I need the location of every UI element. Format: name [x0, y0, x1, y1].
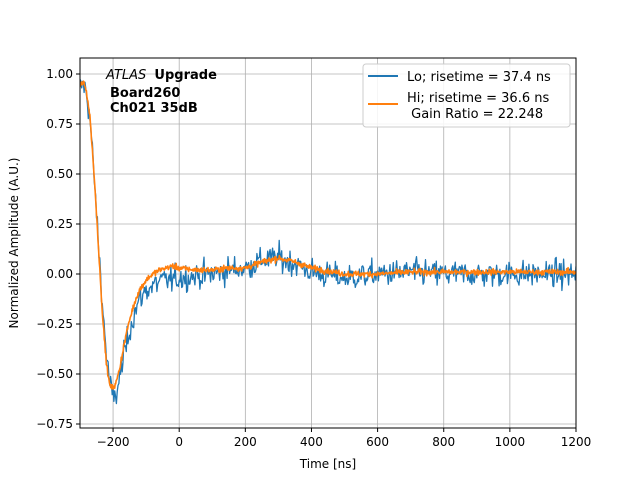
x-tick-label: 1000	[495, 435, 526, 449]
x-tick-label: 0	[175, 435, 183, 449]
y-tick-label: −0.25	[36, 317, 73, 331]
ticks: −200 0 200 400 600 800 1000 1200 −0.75 −0.50 −0.25…	[36, 67, 591, 449]
annotation-board: Board260	[110, 86, 180, 101]
y-tick-label: 0.00	[46, 267, 73, 281]
annotation-channel: Ch021 35dB	[110, 101, 198, 116]
x-axis-label: Time [ns]	[299, 457, 356, 471]
y-tick-label: −0.50	[36, 367, 73, 381]
atlas-annotation: ATLAS Upgrade Board260 Ch021 35dB	[105, 68, 217, 116]
y-tick-label: −0.75	[36, 417, 73, 431]
y-tick-label: 0.25	[46, 217, 73, 231]
y-tick-label: 0.75	[46, 117, 73, 131]
x-tick-label: −200	[97, 435, 130, 449]
legend-label-hi: Hi; risetime = 36.6 ns Gain Ratio = 22.2…	[407, 91, 549, 122]
plot-frame	[79, 57, 577, 429]
legend-label-lo: Lo; risetime = 37.4 ns	[407, 70, 551, 85]
y-tick-label: 0.50	[46, 167, 73, 181]
annotation-atlas: ATLAS	[105, 68, 146, 83]
x-tick-label: 1200	[561, 435, 592, 449]
x-tick-label: 200	[234, 435, 257, 449]
annotation-line-1: ATLAS Upgrade	[105, 68, 217, 83]
x-tick-label: 800	[432, 435, 455, 449]
y-axis-label: Normalized Amplitude (A.U.)	[7, 158, 21, 329]
annotation-upgrade: Upgrade	[154, 68, 217, 83]
legend: Lo; risetime = 37.4 ns Hi; risetime = 36…	[362, 63, 571, 128]
series-layer	[80, 79, 576, 405]
x-tick-label: 400	[300, 435, 323, 449]
legend-label-hi-line: Hi; risetime = 36.6 ns	[407, 91, 549, 106]
legend-box	[362, 63, 571, 128]
legend-label-hi-line: Gain Ratio = 22.248	[407, 107, 543, 122]
y-tick-label: 1.00	[46, 67, 73, 81]
series-line-hi	[80, 80, 576, 390]
x-tick-label: 600	[366, 435, 389, 449]
